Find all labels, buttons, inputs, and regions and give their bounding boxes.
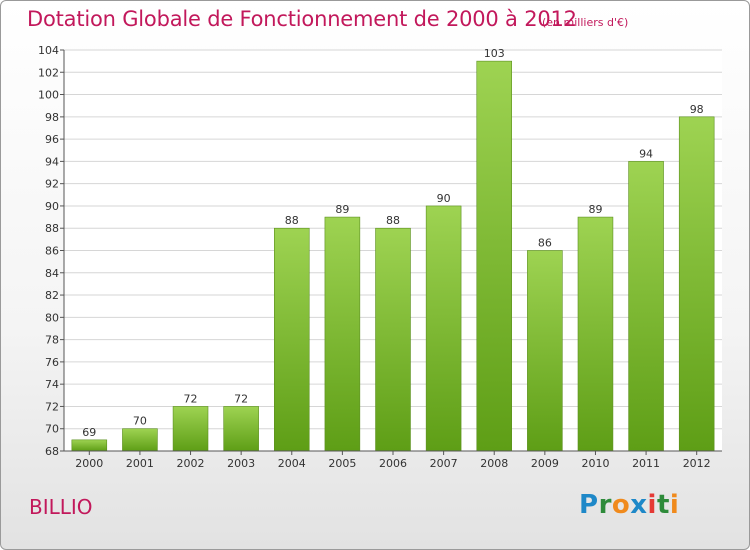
bar: [527, 250, 563, 452]
y-tick-label: 88: [45, 222, 59, 235]
y-tick-label: 74: [45, 378, 59, 391]
commune-name: BILLIO: [29, 495, 93, 519]
y-tick-label: 94: [45, 155, 59, 168]
bar-value-label: 89: [335, 203, 349, 216]
y-tick-label: 90: [45, 200, 59, 213]
x-tick-label: 2008: [480, 457, 508, 470]
x-tick-label: 2007: [430, 457, 458, 470]
bar: [223, 406, 259, 452]
logo-letter: P: [579, 490, 599, 520]
logo-letter: x: [630, 490, 648, 520]
bar-value-label: 89: [588, 203, 602, 216]
proxiti-logo[interactable]: Proxiti: [579, 490, 679, 520]
bar-value-label: 88: [285, 214, 299, 227]
y-tick-label: 84: [45, 267, 59, 280]
y-tick-label: 104: [38, 44, 59, 57]
bar: [425, 205, 462, 452]
x-tick-label: 2009: [531, 457, 559, 470]
chart-title: Dotation Globale de Fonctionnement de 20…: [27, 7, 577, 31]
x-tick-label: 2004: [278, 457, 306, 470]
bar-value-label: 72: [234, 392, 248, 405]
x-tick-label: 2000: [75, 457, 103, 470]
bar-value-label: 90: [437, 192, 451, 205]
bar: [628, 161, 664, 452]
bar: [71, 439, 108, 452]
y-tick-label: 72: [45, 400, 59, 413]
logo-letter: i: [669, 490, 680, 520]
bar: [476, 60, 512, 452]
bar: [577, 216, 614, 452]
bar-value-label: 70: [133, 415, 147, 428]
y-tick-label: 82: [45, 289, 59, 302]
y-tick-label: 100: [38, 89, 59, 102]
x-tick-label: 2001: [126, 457, 154, 470]
bar-value-label: 94: [639, 147, 653, 160]
y-tick-label: 68: [45, 445, 59, 458]
x-tick-label: 2010: [581, 457, 609, 470]
logo-letter: o: [611, 490, 631, 520]
bar: [274, 227, 310, 452]
y-tick-label: 102: [38, 66, 59, 79]
logo-letter: t: [656, 490, 670, 520]
logo-letter: i: [647, 490, 657, 520]
chart-subtitle: (en milliers d'€): [542, 16, 629, 29]
y-tick-label: 92: [45, 178, 59, 191]
bar: [375, 227, 411, 452]
y-tick-label: 76: [45, 356, 59, 369]
logo-letter: r: [598, 490, 612, 520]
bar: [678, 116, 715, 452]
x-tick-label: 2003: [227, 457, 255, 470]
y-tick-label: 78: [45, 334, 59, 347]
x-tick-label: 2005: [328, 457, 356, 470]
y-tick-label: 70: [45, 423, 59, 436]
x-tick-label: 2012: [683, 457, 711, 470]
bar-value-label: 88: [386, 214, 400, 227]
bar-value-label: 72: [184, 392, 198, 405]
y-tick-label: 98: [45, 111, 59, 124]
y-tick-label: 96: [45, 133, 59, 146]
bar: [324, 216, 361, 452]
bar: [122, 428, 158, 452]
y-tick-label: 86: [45, 245, 59, 258]
x-tick-label: 2011: [632, 457, 660, 470]
bar-value-label: 69: [82, 426, 96, 439]
x-tick-label: 2006: [379, 457, 407, 470]
bar-value-label: 86: [538, 237, 552, 250]
bar-value-label: 103: [484, 47, 505, 60]
y-tick-label: 80: [45, 311, 59, 324]
bar: [172, 406, 209, 452]
bar-value-label: 98: [690, 103, 704, 116]
x-tick-label: 2002: [177, 457, 205, 470]
